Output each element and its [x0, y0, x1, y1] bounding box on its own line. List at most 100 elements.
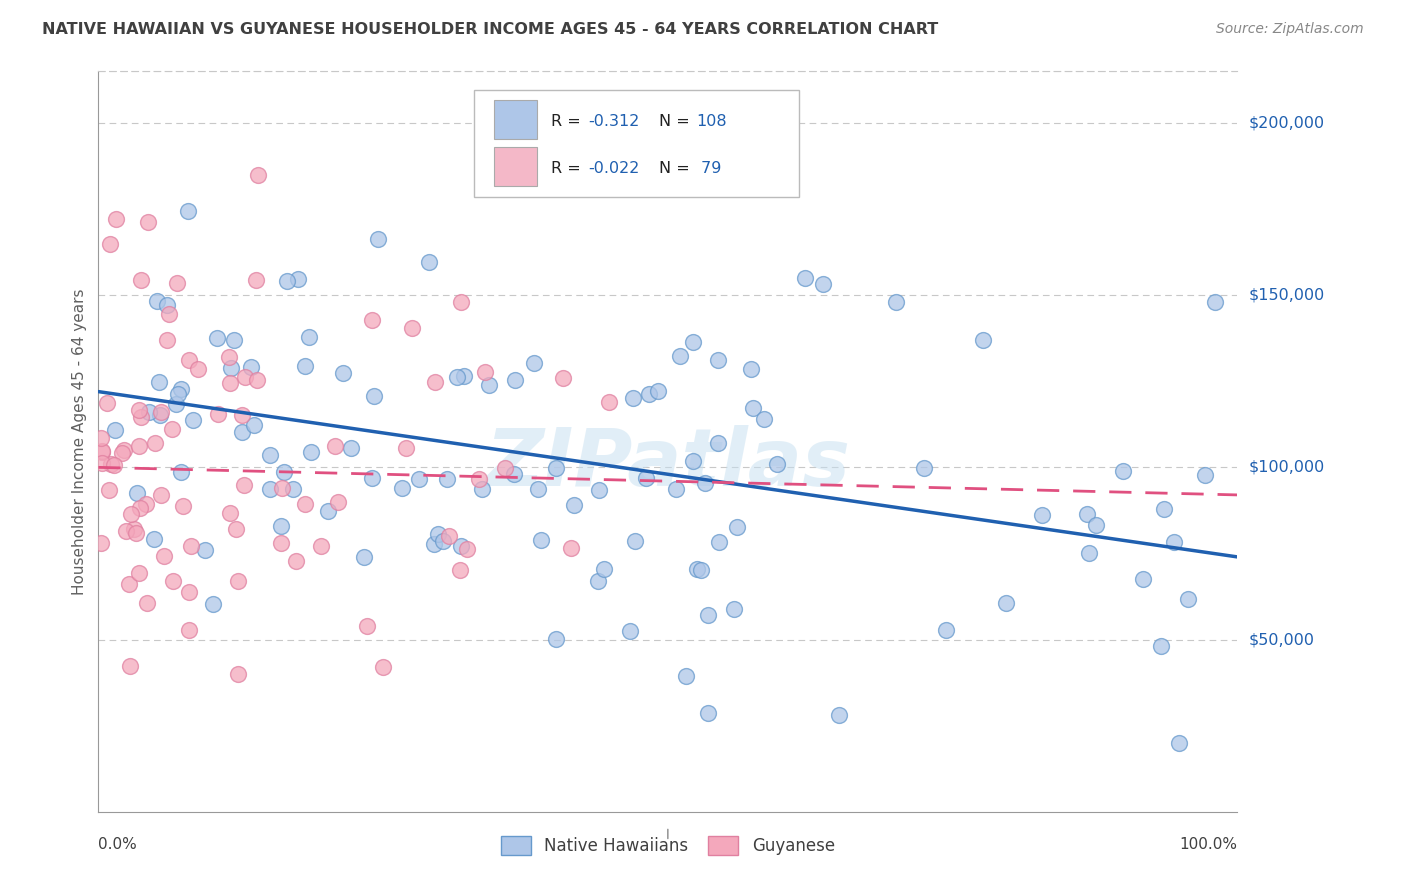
Point [624, 534, 647, 549]
Text: N =: N = [659, 161, 689, 176]
Text: $100,000: $100,000 [1249, 460, 1324, 475]
Point [143, 436, 166, 450]
Point [111, 445, 134, 459]
Point [246, 373, 269, 387]
Point [619, 624, 641, 638]
Point [162, 574, 184, 588]
Point [423, 375, 446, 389]
Point [160, 422, 183, 436]
Point [156, 334, 179, 348]
Point [689, 563, 711, 577]
Point [1163, 534, 1185, 549]
Point [177, 352, 200, 367]
Point [143, 532, 166, 546]
Point [408, 472, 430, 486]
Point [1112, 464, 1135, 478]
Point [675, 668, 697, 682]
Point [1168, 736, 1191, 750]
Point [551, 371, 574, 385]
Legend: Native Hawaiians, Guyanese: Native Hawaiians, Guyanese [501, 836, 835, 855]
Point [316, 503, 339, 517]
Point [912, 461, 935, 475]
Point [450, 539, 472, 553]
Point [125, 486, 148, 500]
Point [1194, 468, 1216, 483]
Point [682, 454, 704, 468]
Point [201, 597, 224, 611]
Point [281, 482, 304, 496]
Point [363, 389, 385, 403]
Point [426, 526, 449, 541]
Text: 108: 108 [696, 114, 727, 129]
Point [294, 497, 316, 511]
Bar [494, 147, 537, 186]
Point [586, 574, 609, 588]
Point [299, 444, 322, 458]
Point [436, 472, 458, 486]
Point [682, 334, 704, 349]
Point [935, 623, 957, 637]
Point [136, 215, 159, 229]
Point [156, 298, 179, 312]
Point [231, 408, 253, 422]
Point [243, 417, 266, 432]
Point [259, 448, 281, 462]
Point [218, 506, 240, 520]
Point [138, 405, 160, 419]
Point [361, 470, 384, 484]
Point [187, 362, 209, 376]
Point [637, 387, 659, 401]
Point [356, 619, 378, 633]
Point [741, 401, 763, 415]
Point [128, 439, 150, 453]
Point [367, 232, 389, 246]
Point [135, 497, 157, 511]
Point [1177, 592, 1199, 607]
Point [90, 432, 112, 446]
Text: NATIVE HAWAIIAN VS GUYANESE HOUSEHOLDER INCOME AGES 45 - 64 YEARS CORRELATION CH: NATIVE HAWAIIAN VS GUYANESE HOUSEHOLDER … [42, 22, 938, 37]
Point [166, 276, 188, 290]
Point [167, 387, 190, 401]
Point [170, 382, 193, 396]
Point [231, 425, 253, 440]
Point [725, 520, 748, 534]
Point [271, 481, 294, 495]
Point [246, 168, 269, 182]
Point [103, 458, 125, 472]
Point [165, 397, 187, 411]
Text: $150,000: $150,000 [1249, 288, 1324, 302]
Point [503, 373, 526, 387]
Point [707, 353, 730, 368]
Point [456, 542, 478, 557]
Point [276, 273, 298, 287]
Point [205, 331, 228, 345]
Point [287, 271, 309, 285]
Point [401, 321, 423, 335]
Bar [494, 101, 537, 139]
Point [259, 483, 281, 497]
Point [323, 439, 346, 453]
Point [225, 522, 247, 536]
Point [90, 444, 112, 458]
Point [294, 359, 316, 373]
Point [450, 295, 472, 310]
Text: -0.312: -0.312 [588, 114, 640, 129]
Point [754, 411, 776, 425]
Point [593, 562, 616, 576]
Point [478, 378, 501, 392]
Point [360, 313, 382, 327]
Point [1076, 507, 1098, 521]
Point [129, 272, 152, 286]
Point [270, 518, 292, 533]
Point [150, 405, 173, 419]
Point [502, 467, 524, 481]
Point [828, 708, 851, 723]
Point [114, 524, 136, 538]
Point [153, 549, 176, 564]
Y-axis label: Householder Income Ages 45 - 64 years: Householder Income Ages 45 - 64 years [72, 288, 87, 595]
Point [98, 483, 121, 498]
Point [418, 255, 440, 269]
Point [766, 457, 789, 471]
Point [219, 360, 242, 375]
Point [1153, 502, 1175, 516]
